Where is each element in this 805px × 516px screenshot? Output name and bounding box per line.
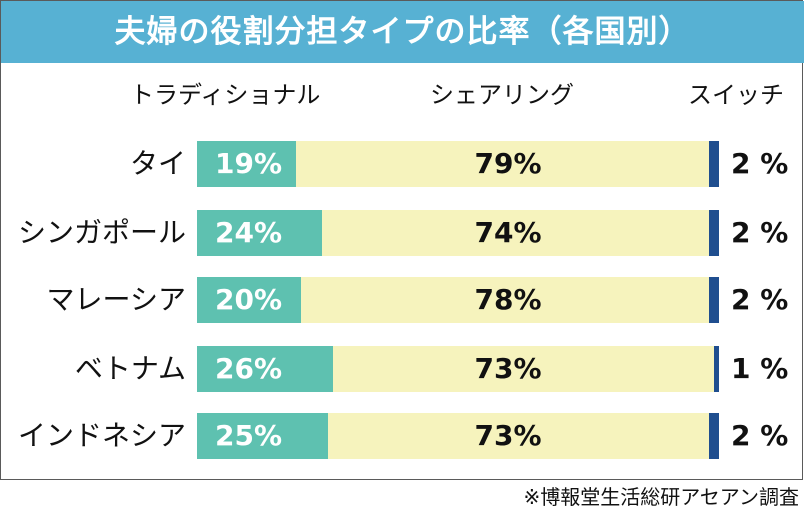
category-label: ベトナム xyxy=(74,352,186,385)
category-label: シンガポール xyxy=(17,216,186,249)
bar-traditional xyxy=(197,277,302,323)
category-label: マレーシア xyxy=(46,283,186,316)
data-label-sharing: 73% xyxy=(474,352,542,385)
data-label-switch: 1 % xyxy=(731,352,789,385)
source-note: ※博報堂生活総研アセアン調査 xyxy=(523,485,799,509)
bar-sharing xyxy=(332,346,714,392)
data-label-switch: 2 % xyxy=(731,283,789,316)
bar-sharing xyxy=(301,277,709,323)
chart-title: 夫婦の役割分担タイプの比率（各国別） xyxy=(1,1,804,63)
bar-switch xyxy=(708,277,719,323)
data-label-switch: 2 % xyxy=(731,419,789,452)
bar-traditional xyxy=(197,141,297,187)
bar-switch xyxy=(713,346,719,392)
category-label: タイ xyxy=(129,147,186,180)
legend-switch: スイッチ xyxy=(688,81,784,109)
data-label-traditional: 19% xyxy=(215,147,283,180)
bar-switch xyxy=(708,210,719,256)
bar-sharing xyxy=(327,413,709,459)
bar-traditional xyxy=(197,413,328,459)
bar-sharing xyxy=(296,141,709,187)
legend-traditional: トラディショナル xyxy=(130,81,321,109)
data-label-traditional: 25% xyxy=(215,419,283,452)
data-label-switch: 2 % xyxy=(731,216,789,249)
category-label: インドネシア xyxy=(17,419,186,452)
data-label-sharing: 78% xyxy=(474,283,542,316)
bar-switch xyxy=(708,413,719,459)
bar-traditional xyxy=(197,210,323,256)
data-label-traditional: 24% xyxy=(215,216,283,249)
data-label-switch: 2 % xyxy=(731,147,789,180)
bar-switch xyxy=(708,141,719,187)
bar-traditional xyxy=(197,346,333,392)
data-label-sharing: 73% xyxy=(474,419,542,452)
legend-sharing: シェアリング xyxy=(430,81,574,109)
data-label-sharing: 79% xyxy=(474,147,542,180)
data-label-traditional: 26% xyxy=(215,352,283,385)
bar-sharing xyxy=(322,210,709,256)
data-label-traditional: 20% xyxy=(215,283,283,316)
data-label-sharing: 74% xyxy=(474,216,542,249)
